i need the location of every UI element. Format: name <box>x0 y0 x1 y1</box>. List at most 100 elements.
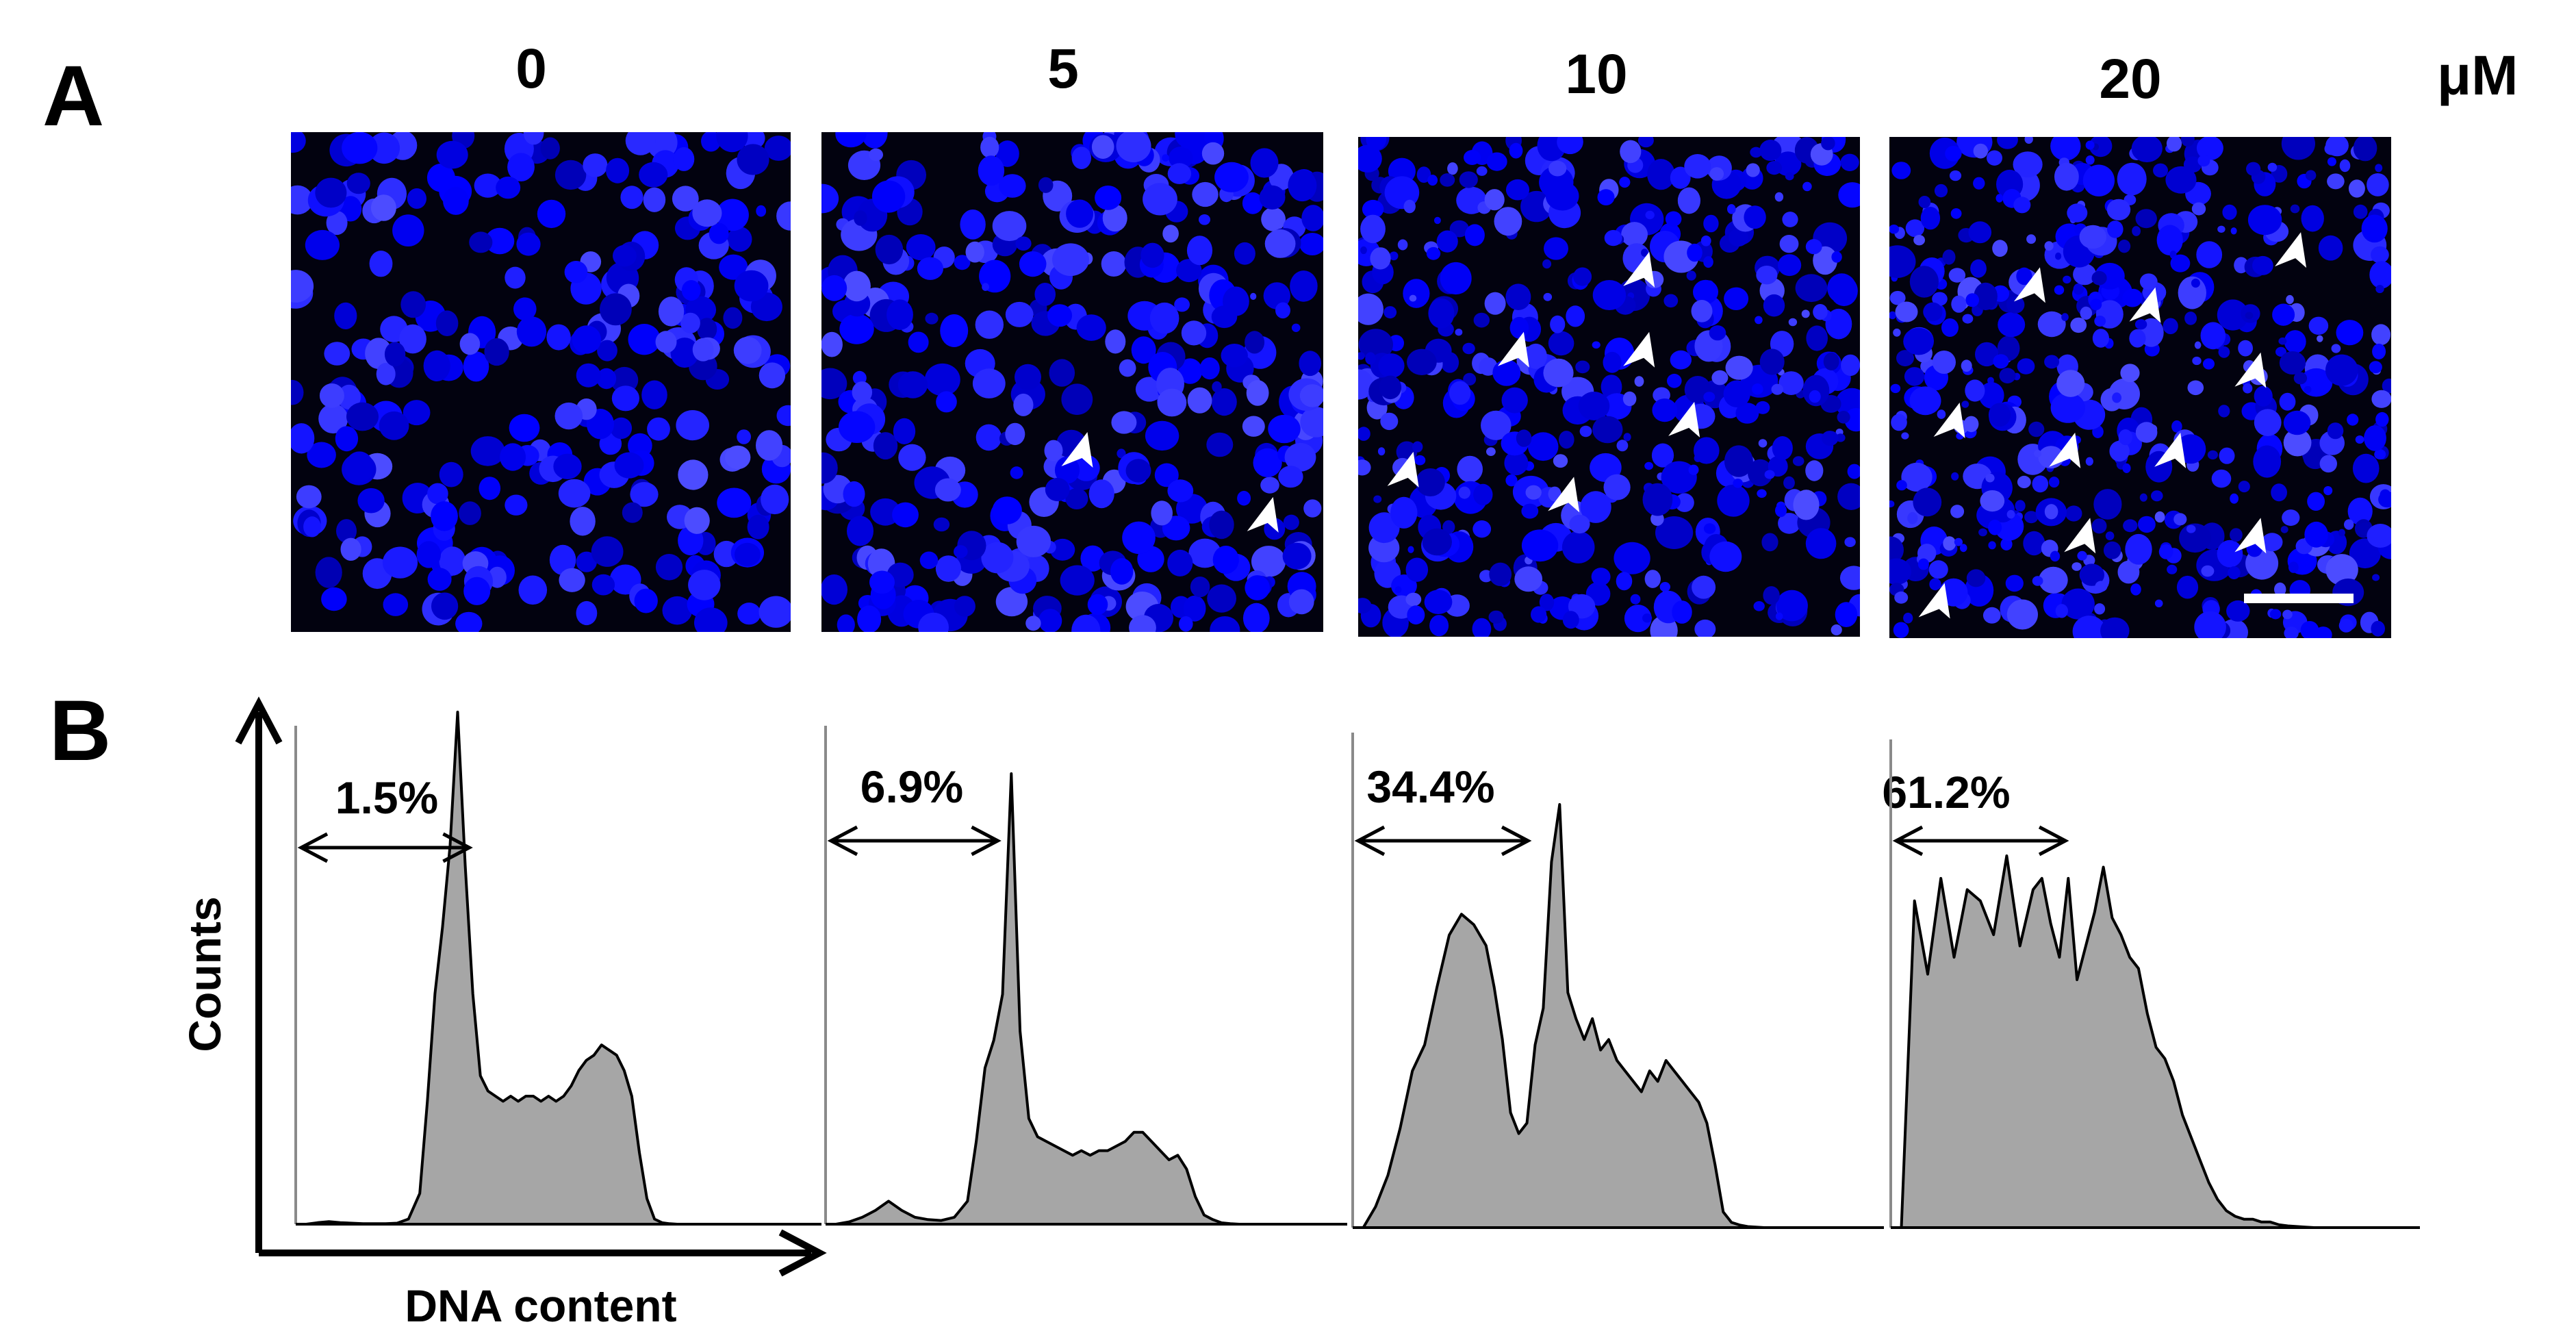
nucleus <box>1950 208 1962 219</box>
nucleus <box>1221 344 1248 368</box>
nucleus <box>1792 456 1805 466</box>
nucleus <box>2085 140 2095 150</box>
nucleus <box>1974 282 1998 311</box>
nucleus <box>2308 316 2329 335</box>
nucleus <box>764 136 791 161</box>
nucleus <box>1299 233 1323 255</box>
nucleus <box>1412 441 1423 453</box>
nucleus <box>368 132 400 164</box>
nucleus <box>992 496 1022 524</box>
nucleus <box>1212 546 1239 574</box>
nucleus <box>1756 266 1778 285</box>
nucleus <box>2230 227 2237 235</box>
nucleus <box>1821 431 1839 446</box>
nucleus <box>2252 255 2273 275</box>
nucleus <box>2006 509 2015 519</box>
nucleus <box>2278 337 2287 345</box>
nucleus <box>1449 381 1471 405</box>
nucleus <box>2138 516 2156 533</box>
nucleus <box>975 310 1004 339</box>
nucleus <box>1844 537 1856 547</box>
nucleus <box>303 516 321 537</box>
nucleus <box>1250 292 1257 300</box>
nucleus <box>2207 450 2218 460</box>
nucleus <box>1674 493 1694 512</box>
nucleus <box>1709 541 1742 572</box>
nucleus <box>365 338 392 369</box>
histogram-area <box>1900 854 2343 1229</box>
nucleus <box>1624 605 1652 633</box>
nucleus <box>1234 242 1255 265</box>
nucleus <box>1303 499 1322 518</box>
percent-label: 61.2% <box>1882 767 2010 817</box>
nucleus <box>1951 295 1967 313</box>
nucleus <box>1290 270 1318 302</box>
nucleus <box>2372 343 2386 359</box>
arrowhead <box>1247 496 1279 533</box>
nucleus <box>1703 214 1719 233</box>
nucleus <box>1561 531 1595 563</box>
arrowhead-left <box>1354 825 1386 857</box>
nucleus <box>1961 359 1972 372</box>
nucleus <box>1766 161 1783 175</box>
nucleus <box>821 183 839 214</box>
nucleus <box>871 180 906 213</box>
nucleus <box>776 201 791 231</box>
nucleus <box>1746 163 1760 177</box>
nucleus <box>835 132 867 148</box>
nucleus <box>2006 599 2038 630</box>
nucleus <box>1691 300 1713 322</box>
nucleus <box>1758 439 1768 448</box>
nucleus <box>1383 306 1397 319</box>
arrowhead <box>1061 432 1093 468</box>
nucleus <box>1162 225 1179 243</box>
nucleus <box>2226 600 2250 622</box>
nucleus <box>2015 500 2026 512</box>
nucleus <box>919 551 939 570</box>
nucleus <box>1049 359 1075 387</box>
nucleus <box>1447 162 1458 175</box>
nucleus <box>1013 393 1034 416</box>
nucleus <box>2349 538 2381 569</box>
nucleus <box>1693 279 1718 305</box>
histogram-5: 6.9% <box>824 726 1347 1226</box>
nucleus <box>2139 273 2158 290</box>
nucleus <box>2338 618 2354 633</box>
nucleus <box>1929 578 1941 591</box>
nucleus <box>2117 162 2147 196</box>
nucleus <box>716 199 749 231</box>
nucleus <box>965 241 984 263</box>
nucleus <box>1987 150 2002 166</box>
nucleus <box>423 350 450 381</box>
nucleus <box>1763 294 1785 317</box>
nucleus <box>676 410 709 441</box>
nucleus <box>1805 460 1824 481</box>
nucleus <box>1997 137 2018 149</box>
nucleus <box>1645 210 1655 220</box>
arrowhead <box>1548 477 1580 513</box>
nucleus <box>2192 356 2202 366</box>
nucleus <box>1545 181 1579 211</box>
nucleus <box>2105 531 2115 541</box>
nucleus <box>1999 368 2016 383</box>
nucleus <box>1619 177 1631 188</box>
nucleus <box>2217 225 2226 233</box>
nucleus <box>1473 483 1493 506</box>
nucleus <box>1932 292 1948 306</box>
nucleus <box>639 162 668 188</box>
nucleus <box>392 214 424 246</box>
nucleus <box>1360 214 1386 244</box>
nucleus <box>2125 533 2152 565</box>
nucleus <box>549 544 576 575</box>
nucleus <box>305 229 340 260</box>
nucleus <box>436 140 468 169</box>
nucleus <box>1360 246 1367 255</box>
nucleus <box>610 366 639 394</box>
nucleus <box>857 605 882 632</box>
nucleus <box>1044 440 1063 461</box>
nucleus <box>1176 259 1202 283</box>
nucleus <box>701 132 721 152</box>
nucleus <box>1806 325 1828 351</box>
nucleus <box>319 383 344 408</box>
nucleus <box>1688 464 1699 475</box>
